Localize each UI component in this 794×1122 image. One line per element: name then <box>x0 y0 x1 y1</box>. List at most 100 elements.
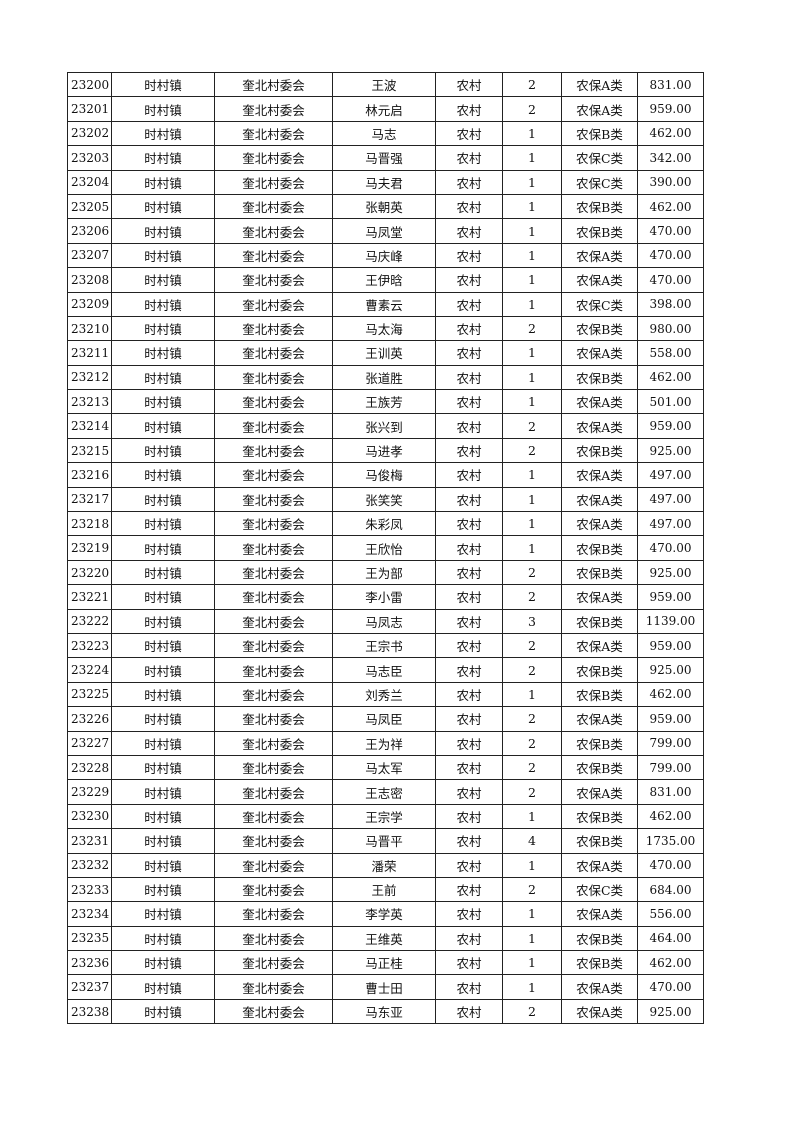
village-committee-cell: 奎北村委会 <box>214 218 333 244</box>
person-name-cell: 马凤志 <box>332 608 436 634</box>
amount-cell: 398.00 <box>637 291 704 317</box>
person-name-cell: 马晋强 <box>332 145 436 171</box>
person-name-cell: 马东亚 <box>332 998 436 1025</box>
amount-cell: 925.00 <box>637 437 704 464</box>
table-row: 23219 时村镇 奎北村委会 王欣怡 农村 1 农保B类 470.00 <box>67 535 704 561</box>
amount-cell: 462.00 <box>637 803 704 830</box>
person-name-cell: 张道胜 <box>332 364 436 391</box>
row-id-cell: 23237 <box>67 974 112 1000</box>
village-committee-cell: 奎北村委会 <box>214 486 333 513</box>
household-count-cell: 2 <box>502 779 562 805</box>
town-cell: 时村镇 <box>111 657 215 683</box>
table-row: 23230 时村镇 奎北村委会 王宗学 农村 1 农保B类 462.00 <box>67 803 704 830</box>
village-committee-cell: 奎北村委会 <box>214 852 333 878</box>
insurance-category-cell: 农保B类 <box>561 657 638 683</box>
row-id-cell: 23223 <box>67 632 112 659</box>
town-cell: 时村镇 <box>111 876 215 903</box>
amount-cell: 462.00 <box>637 364 704 391</box>
table-row: 23207 时村镇 奎北村委会 马庆峰 农村 1 农保A类 470.00 <box>67 242 704 269</box>
row-id-cell: 23228 <box>67 754 112 781</box>
village-committee-cell: 奎北村委会 <box>214 779 333 805</box>
area-type-cell: 农村 <box>435 706 503 732</box>
amount-cell: 925.00 <box>637 559 704 586</box>
person-name-cell: 林元启 <box>332 96 436 122</box>
person-name-cell: 李小雷 <box>332 584 436 610</box>
town-cell: 时村镇 <box>111 779 215 805</box>
person-name-cell: 马志臣 <box>332 657 436 683</box>
insurance-category-cell: 农保B类 <box>561 803 638 830</box>
village-committee-cell: 奎北村委会 <box>214 96 333 122</box>
town-cell: 时村镇 <box>111 145 215 171</box>
area-type-cell: 农村 <box>435 657 503 683</box>
household-count-cell: 2 <box>502 96 562 122</box>
person-name-cell: 马俊梅 <box>332 462 436 488</box>
insurance-category-cell: 农保A类 <box>561 340 638 366</box>
village-committee-cell: 奎北村委会 <box>214 364 333 391</box>
village-committee-cell: 奎北村委会 <box>214 559 333 586</box>
village-committee-cell: 奎北村委会 <box>214 828 333 854</box>
household-count-cell: 2 <box>502 71 562 98</box>
household-count-cell: 2 <box>502 998 562 1025</box>
row-id-cell: 23201 <box>67 96 112 122</box>
area-type-cell: 农村 <box>435 901 503 927</box>
area-type-cell: 农村 <box>435 925 503 952</box>
town-cell: 时村镇 <box>111 486 215 513</box>
amount-cell: 464.00 <box>637 925 704 952</box>
insurance-category-cell: 农保A类 <box>561 267 638 293</box>
row-id-cell: 23219 <box>67 535 112 561</box>
area-type-cell: 农村 <box>435 803 503 830</box>
village-committee-cell: 奎北村委会 <box>214 657 333 683</box>
table-row: 23224 时村镇 奎北村委会 马志臣 农村 2 农保B类 925.00 <box>67 657 704 683</box>
village-committee-cell: 奎北村委会 <box>214 71 333 98</box>
data-table: 23200 时村镇 奎北村委会 王波 农村 2 农保A类 831.00 23201 时村镇 奎北村委… <box>67 71 704 1025</box>
area-type-cell: 农村 <box>435 511 503 537</box>
household-count-cell: 2 <box>502 876 562 903</box>
town-cell: 时村镇 <box>111 96 215 122</box>
village-committee-cell: 奎北村委会 <box>214 511 333 537</box>
insurance-category-cell: 农保A类 <box>561 706 638 732</box>
insurance-category-cell: 农保A类 <box>561 632 638 659</box>
amount-cell: 342.00 <box>637 145 704 171</box>
row-id-cell: 23229 <box>67 779 112 805</box>
town-cell: 时村镇 <box>111 267 215 293</box>
table-row: 23232 时村镇 奎北村委会 潘荣 农村 1 农保A类 470.00 <box>67 852 704 878</box>
person-name-cell: 王宗学 <box>332 803 436 830</box>
person-name-cell: 张兴到 <box>332 413 436 439</box>
town-cell: 时村镇 <box>111 925 215 952</box>
table-row: 23226 时村镇 奎北村委会 马凤臣 农村 2 农保A类 959.00 <box>67 706 704 732</box>
insurance-category-cell: 农保C类 <box>561 876 638 903</box>
village-committee-cell: 奎北村委会 <box>214 413 333 439</box>
amount-cell: 390.00 <box>637 169 704 195</box>
village-committee-cell: 奎北村委会 <box>214 950 333 976</box>
village-committee-cell: 奎北村委会 <box>214 901 333 927</box>
town-cell: 时村镇 <box>111 608 215 634</box>
village-committee-cell: 奎北村委会 <box>214 291 333 317</box>
town-cell: 时村镇 <box>111 950 215 976</box>
town-cell: 时村镇 <box>111 998 215 1025</box>
village-committee-cell: 奎北村委会 <box>214 120 333 147</box>
village-committee-cell: 奎北村委会 <box>214 925 333 952</box>
household-count-cell: 1 <box>502 681 562 708</box>
row-id-cell: 23226 <box>67 706 112 732</box>
village-committee-cell: 奎北村委会 <box>214 730 333 756</box>
insurance-category-cell: 农保A类 <box>561 96 638 122</box>
household-count-cell: 1 <box>502 218 562 244</box>
insurance-category-cell: 农保B类 <box>561 218 638 244</box>
village-committee-cell: 奎北村委会 <box>214 462 333 488</box>
household-count-cell: 2 <box>502 632 562 659</box>
area-type-cell: 农村 <box>435 242 503 269</box>
insurance-category-cell: 农保B类 <box>561 828 638 854</box>
town-cell: 时村镇 <box>111 340 215 366</box>
town-cell: 时村镇 <box>111 389 215 415</box>
household-count-cell: 1 <box>502 364 562 391</box>
table-row: 23221 时村镇 奎北村委会 李小雷 农村 2 农保A类 959.00 <box>67 584 704 610</box>
area-type-cell: 农村 <box>435 120 503 147</box>
amount-cell: 980.00 <box>637 315 704 342</box>
insurance-category-cell: 农保C类 <box>561 145 638 171</box>
table-row: 23214 时村镇 奎北村委会 张兴到 农村 2 农保A类 959.00 <box>67 413 704 439</box>
household-count-cell: 1 <box>502 486 562 513</box>
town-cell: 时村镇 <box>111 901 215 927</box>
table-row: 23204 时村镇 奎北村委会 马夫君 农村 1 农保C类 390.00 <box>67 169 704 195</box>
row-id-cell: 23233 <box>67 876 112 903</box>
village-committee-cell: 奎北村委会 <box>214 535 333 561</box>
